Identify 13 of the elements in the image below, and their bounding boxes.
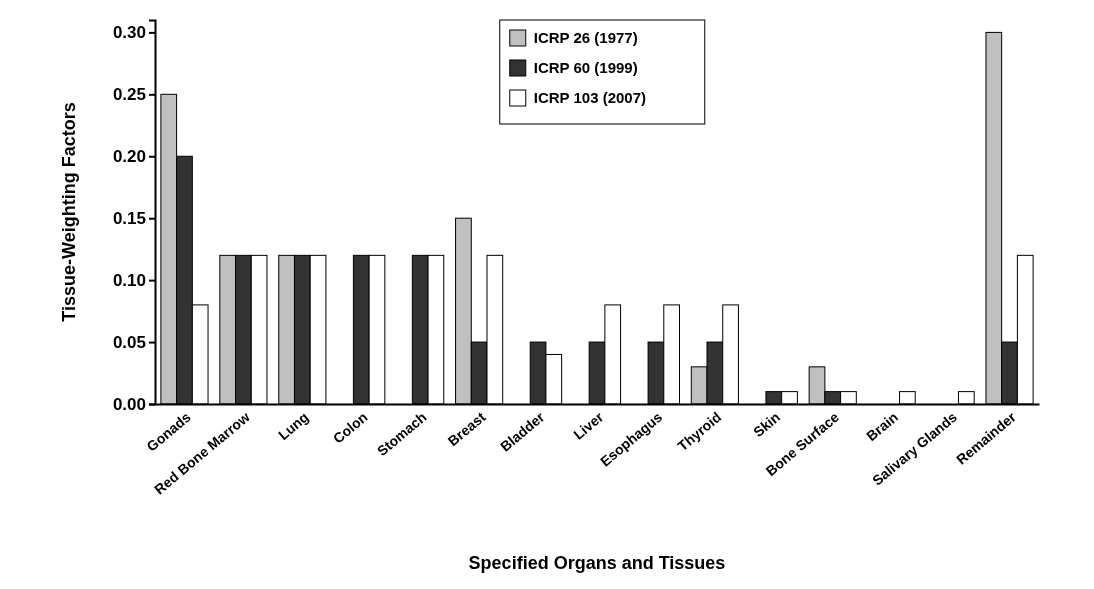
y-tick-label: 0.25 — [112, 85, 146, 105]
y-tick-label: 0.30 — [112, 23, 146, 43]
y-tick-label: 0.00 — [112, 394, 146, 414]
legend-label: ICRP 60 (1999) — [533, 59, 638, 76]
legend-label: ICRP 103 (2007) — [533, 89, 647, 106]
x-axis-title: Specified Organs and Tissues — [468, 553, 726, 573]
y-tick-label: 0.15 — [112, 209, 146, 229]
x-tick-label: Skin — [750, 408, 784, 441]
y-tick-label: 0.20 — [112, 147, 146, 167]
y-tick-label: 0.10 — [112, 271, 146, 291]
y-tick-label: 0.05 — [112, 333, 146, 352]
legend-label: ICRP 26 (1977) — [533, 29, 638, 46]
y-axis-title: Tissue-Weighting Factors — [59, 102, 79, 322]
